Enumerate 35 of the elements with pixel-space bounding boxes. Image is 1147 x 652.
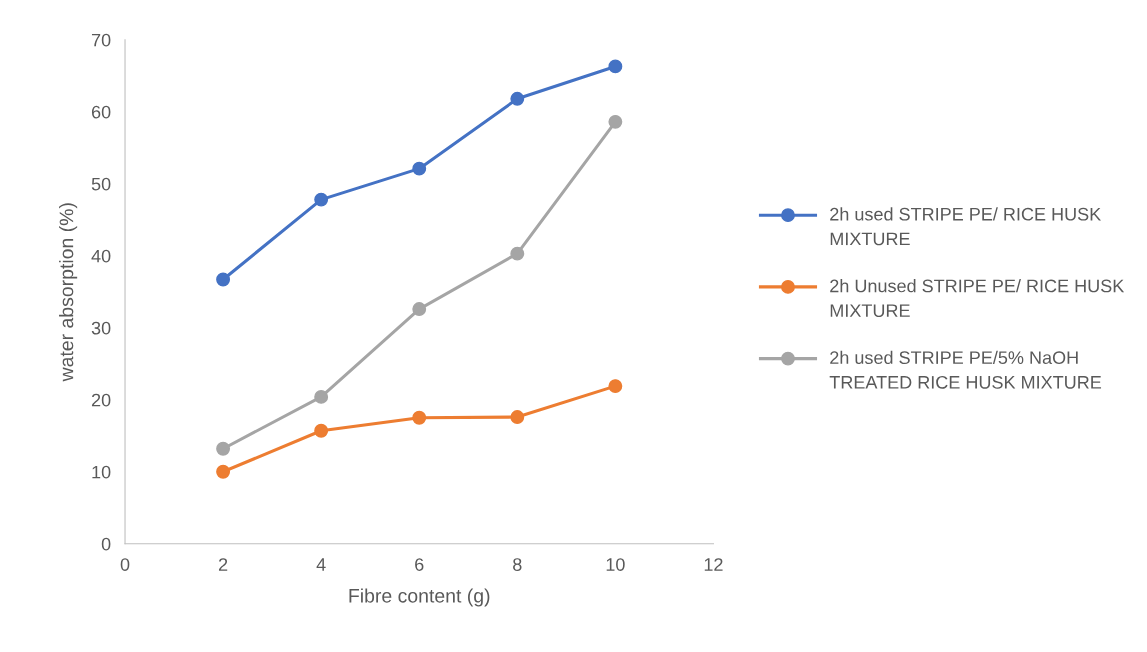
point [314, 389, 329, 404]
x-axis-title: Fibre content (g) [349, 588, 490, 607]
y-tick-label: 20 [91, 393, 111, 407]
point [216, 272, 231, 287]
point [510, 246, 525, 261]
y-tick-label: 70 [91, 33, 111, 47]
y-tick-label: 40 [91, 249, 111, 263]
point [608, 379, 623, 394]
point [412, 302, 427, 316]
point [510, 91, 525, 106]
x-tick-label: 6 [415, 558, 424, 571]
x-tick-label: 4 [316, 558, 326, 571]
point [412, 410, 427, 425]
x-tick-label: 10 [606, 558, 625, 571]
point [216, 464, 231, 479]
x-tick-label: 0 [120, 558, 130, 571]
y-tick-label: 60 [91, 105, 111, 119]
legend-label: 2h used STRIPE PE/5% NaOH TREATED RICE HUSK MIXTURE [829, 350, 1102, 389]
point [314, 423, 329, 438]
point [314, 192, 329, 207]
point [608, 114, 623, 129]
x-tick-label: 8 [513, 558, 522, 571]
point [216, 441, 231, 456]
y-tick-label: 10 [92, 465, 111, 479]
x-tick-label: 2 [218, 558, 228, 571]
point [608, 59, 623, 74]
y-tick-label: 0 [101, 537, 111, 551]
y-tick-label: 50 [91, 177, 111, 191]
legend-label: 2h Unused STRIPE PE/ RICE HUSK MIXTURE [830, 279, 1125, 317]
point [412, 161, 427, 176]
x-tick-label: 12 [704, 558, 723, 571]
legend-label: 2h used STRIPE PE/ RICE HUSK MIXTURE [830, 207, 1102, 246]
y-axis-title: water absorption (%) [59, 203, 78, 382]
point [510, 410, 525, 424]
y-tick-label: 30 [91, 321, 111, 335]
